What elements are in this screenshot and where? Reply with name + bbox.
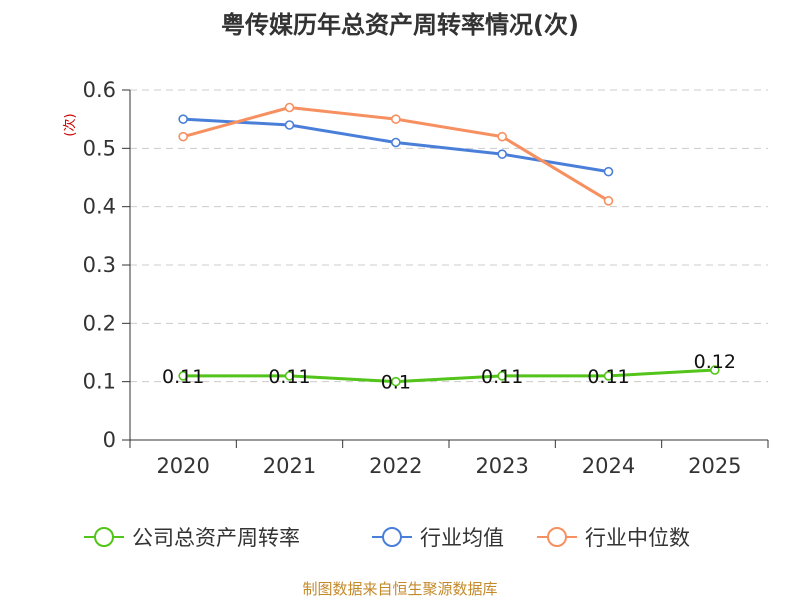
data-point — [710, 365, 720, 375]
legend-marker — [94, 527, 114, 547]
y-tick-label: 0 — [103, 428, 116, 452]
data-label: 0.1 — [381, 372, 411, 394]
series-line-1 — [183, 368, 715, 384]
legend-label[interactable]: 行业中位数 — [585, 526, 690, 550]
data-point — [497, 371, 507, 381]
data-point — [603, 166, 614, 177]
x-tick-label: 2024 — [582, 454, 635, 478]
x-tick-label: 2021 — [263, 454, 316, 478]
data-label: 0.11 — [587, 366, 629, 388]
data-point — [178, 371, 188, 381]
data-point — [178, 114, 188, 124]
y-tick-label: 0.1 — [83, 370, 116, 394]
data-point — [284, 102, 295, 113]
data-point — [603, 196, 614, 206]
y-tick-label: 0.4 — [83, 195, 116, 219]
chart-title: 粤传媒历年总资产周转率情况(次) — [221, 11, 579, 39]
data-label: 0.11 — [162, 366, 204, 388]
data-label: 0.12 — [694, 351, 736, 373]
x-tick-label: 2020 — [156, 454, 209, 478]
y-tick-label: 0.3 — [83, 253, 116, 277]
data-point — [391, 114, 401, 124]
legend-marker — [547, 527, 567, 547]
data-point — [391, 137, 401, 148]
x-tick-label: 2023 — [475, 454, 528, 478]
data-label: 0.11 — [268, 366, 310, 388]
data-point — [603, 371, 614, 381]
x-tick-label: 2022 — [369, 454, 422, 478]
source-note: 制图数据来自恒生聚源数据库 — [302, 580, 497, 598]
x-tick-label: 2025 — [688, 454, 741, 478]
data-point — [284, 371, 295, 381]
data-label: 0.11 — [481, 366, 523, 388]
legend-label[interactable]: 行业均值 — [420, 526, 504, 550]
legend-marker — [382, 527, 402, 547]
y-axis-label: (次) — [62, 113, 78, 136]
data-point — [497, 131, 507, 142]
y-tick-label: 0.2 — [83, 311, 116, 335]
data-point — [391, 376, 401, 387]
data-point — [284, 120, 295, 130]
data-point — [497, 149, 507, 159]
data-point — [178, 131, 188, 142]
y-tick-label: 0.6 — [83, 78, 116, 102]
y-tick-label: 0.5 — [83, 136, 116, 160]
legend-label[interactable]: 公司总资产周转率 — [132, 526, 300, 550]
